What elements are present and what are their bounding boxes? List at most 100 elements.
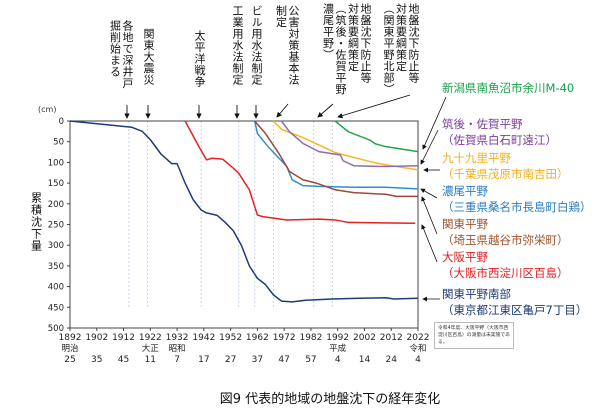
x-tick-label: 1892 [59,333,82,343]
series-line-3 [254,120,418,198]
y-tick-label: 250 [48,221,64,231]
era-year-label: 37 [252,355,263,365]
event-label: 濃尾平野） [321,3,335,61]
y-unit-label: (cm) [38,105,56,114]
event-label: 各地で深井戸 [121,20,134,89]
event-label: （関東平野北部） [382,3,395,95]
event-label: 対策要綱策定 [346,3,360,72]
x-tick-label: 1952 [219,333,242,343]
x-tick-label: 1932 [166,333,189,343]
series-line-2 [253,120,419,190]
era-year-label: 14 [359,355,371,365]
series-line-5 [280,120,419,168]
chart-title: 図9 代表的地域の地盤沈下の経年変化 [219,392,441,407]
legend-kujukuri: 九十九里平野 （千葉県茂原市南吉田） [442,150,569,182]
event-label: 工業用水法制定 [231,5,244,86]
y-tick-label: 350 [48,262,64,272]
era-year-label: 24 [386,355,398,365]
x-tick-label: 2012 [380,333,403,343]
era-label: 令和 [409,343,426,354]
era-year-label: 45 [118,355,129,365]
era-label: 昭和 [169,344,186,354]
legend-sublabel: （大阪市西淀川区百島） [442,266,569,280]
y-tick-label: 400 [48,283,64,293]
x-tick-label: 1912 [112,333,135,343]
event-arrow [317,103,334,118]
legend-niigata: 新潟県南魚沼市余川M-40 [442,80,574,96]
era-label: 平成 [329,343,347,354]
y-tick-label: 50 [53,138,64,148]
legend-chikugo-saga: 筑後・佐賀平野 （佐賀県白石町遠江） [442,116,557,148]
legend-kanto-south: 関東平野南部 （東京都江東区亀戸7丁目） [442,286,587,318]
legend-label: 新潟県南魚沼市余川M-40 [442,81,575,95]
x-tick-label: 2002 [353,333,376,343]
x-tick-label: 1902 [85,333,108,343]
era-year-label: 17 [198,355,209,365]
legend-sublabel: （東京都江東区亀戸7丁目） [442,303,588,317]
x-tick-label: 1962 [246,333,269,343]
era-year-label: 35 [91,355,102,365]
legend-label: 九十九里平野 [442,151,511,165]
y-tick-label: 150 [48,179,64,189]
event-label: 太平洋戦争 [193,30,206,88]
legend-arrow [420,129,439,165]
y-tick-label: 450 [48,303,64,313]
event-label: 公害対策基本法 [287,5,300,86]
event-label: 地盤沈下防止等 [407,3,420,84]
era-year-label: 4 [335,355,341,365]
era-label: 大正 [142,343,160,354]
series-line-4 [272,120,419,171]
x-tick-label: 1972 [273,333,296,343]
note-box: 令和4年度、大阪平野（大阪市西淀川区百島）の測量は未実施である。 [434,322,514,349]
legend-sublabel: （埼玉県越谷市弥栄町） [442,233,569,247]
legend-label: 筑後・佐賀平野 [442,117,523,131]
y-tick-label: 0 [59,117,64,127]
era-year-label: 7 [174,355,180,365]
era-year-label: 27 [225,355,236,365]
legend-osaka: 大阪平野 （大阪市西淀川区百島） [442,249,569,281]
era-year-label: 11 [145,355,156,365]
y-tick-label: 100 [48,158,64,168]
era-year-label: 25 [64,355,75,365]
event-label: 地盤沈下防止等 [359,3,372,84]
era-year-label: 47 [278,355,289,365]
legend-arrow [421,196,438,235]
legend-nobi: 濃尾平野 （三重県桑名市長島町白鶏） [442,183,592,215]
event-arrow [276,103,289,118]
event-label: 対策要綱策定 [394,3,408,72]
legend-label: 大阪平野 [442,250,488,264]
y-tick-label: 200 [48,200,64,210]
era-year-label: 4 [415,355,421,365]
plot-frame [69,120,419,329]
y-tick-label: 300 [48,241,64,251]
legend-sublabel: （千葉県茂原市南吉田） [442,167,569,181]
legend-arrow [422,96,447,150]
event-arrow [337,94,411,119]
legend-arrow [421,224,438,263]
x-tick-label: 1982 [299,333,322,343]
series-line-6 [334,120,419,153]
event-label: （筑後・佐賀平野 [334,3,347,95]
series-line-0 [69,120,419,303]
legend-arrow [420,188,438,199]
event-label: ビル用水法制定 [250,5,263,86]
legend-label: 関東平野 [442,217,488,231]
x-tick-label: 1992 [326,333,349,343]
y-axis-label: 累積沈下量 [30,192,43,252]
legend-sublabel: （三重県桑名市長島町白鶏） [442,200,592,214]
x-tick-label: 1942 [192,333,215,343]
era-label: 明治 [61,343,79,354]
x-tick-label: 2022 [407,333,430,343]
legend-kanto: 関東平野 （埼玉県越谷市弥栄町） [442,216,569,248]
legend-label: 濃尾平野 [442,184,488,198]
legend-sublabel: （佐賀県白石町遠江） [442,133,557,147]
event-label: 制定 [274,5,288,28]
legend-label: 関東平野南部 [442,287,511,301]
event-label: 掘削始まる [108,20,122,78]
era-year-label: 57 [305,355,316,365]
x-tick-label: 1922 [139,333,162,343]
series-line-1 [184,120,416,225]
y-tick-label: 500 [48,324,64,334]
event-label: 関東大震災 [142,28,155,86]
